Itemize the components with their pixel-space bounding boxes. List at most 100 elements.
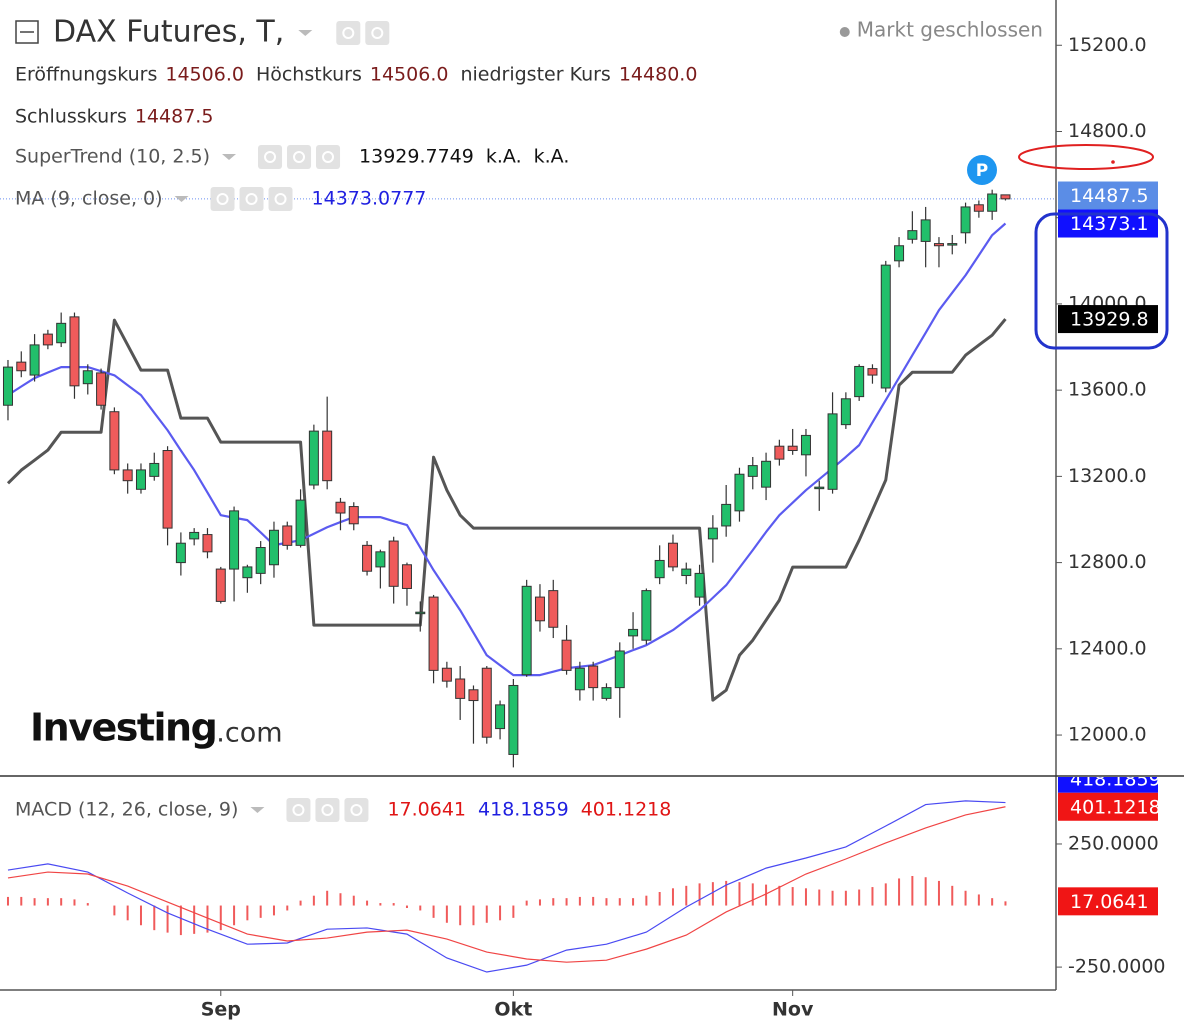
- y-tick-label: 14800.0: [1068, 120, 1147, 142]
- candle-body: [215, 568, 226, 602]
- candle-body: [628, 628, 639, 637]
- candle-body: [109, 411, 120, 471]
- signal-line: [7, 806, 1006, 963]
- supertrend-line: [6, 318, 1007, 702]
- candle-body: [162, 450, 173, 529]
- candle-body: [721, 503, 732, 527]
- price-label-box: [1058, 887, 1158, 916]
- icon-button[interactable]: [365, 21, 390, 45]
- icon-button[interactable]: [336, 21, 361, 45]
- candle-body: [428, 596, 439, 671]
- candle-body: [29, 344, 40, 376]
- annotation-dot: [1111, 160, 1115, 164]
- legend-text: Schlusskurs: [15, 106, 127, 128]
- candle-body: [268, 529, 279, 566]
- legend-text: MA (9, close, 0): [15, 188, 163, 210]
- candle-body: [960, 206, 971, 234]
- candle-body: [894, 245, 905, 262]
- candle-body: [468, 689, 479, 702]
- candle-body: [534, 596, 545, 622]
- icon-button[interactable]: [239, 187, 264, 211]
- legend-text: 14506.0: [165, 64, 244, 86]
- candle-body: [880, 264, 891, 389]
- icon-glyph: [216, 193, 229, 205]
- candle-body: [800, 434, 811, 456]
- icon-button[interactable]: [344, 798, 369, 822]
- macd-line: [7, 800, 1006, 973]
- x-tick-label: Nov: [772, 999, 814, 1021]
- price-label: 14373.1: [1070, 213, 1149, 235]
- event-marker-label: P: [976, 161, 988, 181]
- price-label: 14487.5: [1070, 185, 1149, 207]
- legend-text: 13929.7749: [359, 146, 474, 168]
- candle-body: [375, 551, 386, 568]
- icon-glyph: [292, 804, 305, 816]
- candle-body: [282, 525, 293, 546]
- price-label-box: [1058, 792, 1158, 821]
- candle-body: [747, 465, 758, 477]
- x-tick-label: Sep: [201, 999, 241, 1021]
- event-marker[interactable]: [967, 155, 997, 185]
- legend-text: niedrigster Kurs: [460, 64, 610, 86]
- candle-body: [348, 506, 359, 525]
- legend-text: 14506.0: [370, 64, 449, 86]
- candle-body: [933, 243, 944, 247]
- icon-glyph: [245, 193, 258, 205]
- y-tick-label: 250.0000: [1068, 832, 1159, 854]
- icon-button[interactable]: [287, 145, 312, 169]
- watermark: .com: [216, 718, 282, 749]
- icon-button[interactable]: [316, 145, 341, 169]
- candle-body: [82, 370, 93, 385]
- candle-body: [322, 430, 333, 482]
- price-label: 17.0641: [1070, 891, 1149, 913]
- icon-button[interactable]: [268, 187, 293, 211]
- icon-button[interactable]: [258, 145, 283, 169]
- candle-body: [521, 585, 532, 676]
- collapse-button[interactable]: [15, 20, 39, 44]
- candle-body: [69, 316, 80, 387]
- icon-glyph: [293, 151, 306, 163]
- market-status: Markt geschlossen: [857, 18, 1043, 42]
- candle-body: [149, 462, 160, 477]
- y-tick-label: 15200.0: [1068, 34, 1147, 56]
- candle-body: [335, 501, 346, 514]
- candle-body: [255, 547, 266, 574]
- dropdown-arrow[interactable]: [298, 30, 313, 36]
- icon-button[interactable]: [315, 798, 340, 822]
- candle-body: [907, 230, 918, 240]
- candle-body: [295, 499, 306, 546]
- candle-body: [667, 542, 678, 568]
- annotation-ellipse: [1018, 144, 1154, 170]
- candle-body: [707, 527, 718, 540]
- icon-button[interactable]: [210, 187, 235, 211]
- price-label: 401.1218: [1070, 796, 1161, 818]
- candle-body: [601, 687, 612, 699]
- legend-text: SuperTrend (10, 2.5): [15, 146, 210, 168]
- dropdown-arrow[interactable]: [174, 196, 189, 202]
- candle-body: [455, 678, 466, 699]
- candle-body: [840, 398, 851, 426]
- candle-body: [388, 540, 399, 587]
- candle-body: [122, 469, 133, 482]
- icon-button[interactable]: [286, 798, 311, 822]
- candle-body: [574, 667, 585, 691]
- status-dot: [839, 27, 850, 37]
- legend-text: k.A.: [534, 146, 570, 168]
- candle-body: [787, 445, 798, 452]
- y-tick-label: -250.0000: [1068, 956, 1166, 978]
- y-tick-label: 13200.0: [1068, 465, 1147, 487]
- chart-title: DAX Futures, T,: [53, 15, 284, 50]
- dropdown-arrow[interactable]: [250, 807, 265, 813]
- candle-body: [641, 590, 652, 641]
- y-tick-label: 12000.0: [1068, 724, 1147, 746]
- price-panel: [0, 189, 1056, 768]
- candle-body: [588, 665, 599, 689]
- dropdown-arrow[interactable]: [222, 154, 237, 160]
- candle-body: [734, 473, 745, 512]
- annotation-box: [1034, 212, 1169, 350]
- candle-body: [1000, 194, 1011, 200]
- candle-body: [308, 430, 319, 486]
- candle-body: [2, 366, 13, 406]
- overlay: DAX Futures, T, Markt geschlossen Eröffnun…: [15, 15, 1043, 822]
- candle-body: [42, 333, 53, 346]
